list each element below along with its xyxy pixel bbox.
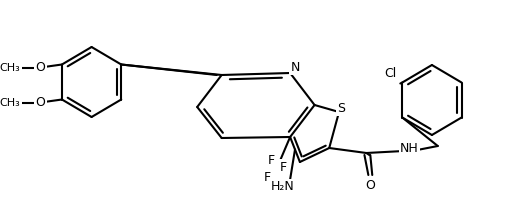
Text: F: F — [264, 170, 271, 183]
Text: F: F — [280, 161, 287, 174]
Text: N: N — [291, 60, 300, 73]
Text: Cl: Cl — [385, 67, 397, 80]
Text: H₂N: H₂N — [270, 180, 294, 193]
Text: O: O — [366, 179, 375, 192]
Text: NH: NH — [400, 142, 419, 155]
Text: CH₃: CH₃ — [0, 62, 21, 73]
Text: O: O — [36, 61, 45, 74]
Text: O: O — [36, 96, 45, 109]
Text: CH₃: CH₃ — [0, 97, 21, 108]
Text: F: F — [268, 153, 275, 166]
Text: S: S — [337, 101, 345, 114]
